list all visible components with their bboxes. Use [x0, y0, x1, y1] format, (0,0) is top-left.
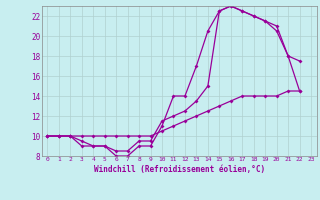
X-axis label: Windchill (Refroidissement éolien,°C): Windchill (Refroidissement éolien,°C)	[94, 165, 265, 174]
